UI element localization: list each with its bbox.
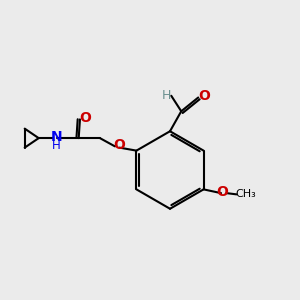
Text: O: O [216,185,228,199]
Text: H: H [162,89,171,102]
Text: O: O [80,111,92,125]
Text: CH₃: CH₃ [236,189,256,200]
Text: H: H [52,139,61,152]
Text: N: N [51,130,62,144]
Text: O: O [113,138,124,152]
Text: O: O [198,89,210,103]
